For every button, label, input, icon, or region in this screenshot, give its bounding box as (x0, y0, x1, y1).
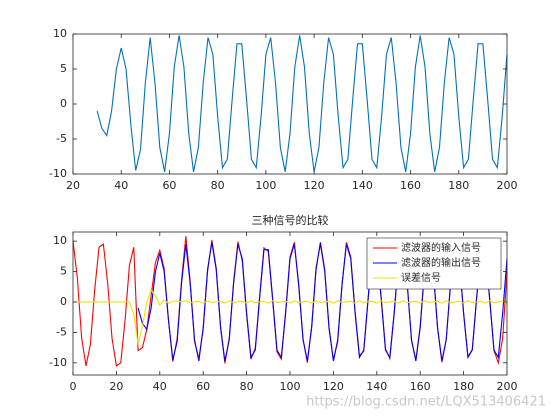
x-tick-label: 180 (453, 380, 474, 393)
x-tick-label: 40 (114, 179, 128, 192)
x-tick-label: 160 (410, 380, 431, 393)
chart-title: 三种信号的比较 (252, 213, 329, 227)
legend-label: 误差信号 (401, 271, 441, 284)
series-line (73, 288, 508, 345)
x-tick-label: 200 (497, 380, 518, 393)
x-tick-label: 180 (448, 179, 469, 192)
y-tick-label: -10 (49, 356, 67, 369)
x-tick-label: 20 (109, 380, 123, 393)
y-tick-label: -10 (49, 167, 67, 180)
x-tick-label: 200 (497, 179, 518, 192)
x-tick-label: 0 (70, 380, 77, 393)
x-tick-label: 100 (255, 179, 276, 192)
y-tick-label: 0 (60, 295, 67, 308)
x-tick-label: 160 (400, 179, 421, 192)
x-tick-label: 80 (240, 380, 254, 393)
legend-label: 滤波器的输出信号 (401, 256, 481, 269)
x-tick-label: 80 (211, 179, 225, 192)
x-tick-label: 140 (366, 380, 387, 393)
y-tick-label: 10 (53, 27, 67, 40)
watermark: https://blog.csdn.net/LQX513406421 (306, 395, 546, 410)
y-tick-label: 0 (60, 97, 67, 110)
y-tick-label: 10 (53, 234, 67, 247)
x-tick-label: 120 (304, 179, 325, 192)
x-tick-label: 20 (66, 179, 80, 192)
x-tick-label: 100 (280, 380, 301, 393)
x-tick-label: 140 (352, 179, 373, 192)
y-tick-label: -5 (56, 325, 67, 338)
y-tick-label: 5 (60, 265, 67, 278)
x-tick-label: 60 (196, 380, 210, 393)
x-tick-label: 120 (323, 380, 344, 393)
y-tick-label: 5 (60, 62, 67, 75)
x-tick-label: 60 (162, 179, 176, 192)
legend-label: 滤波器的输入信号 (401, 241, 481, 254)
y-tick-label: -5 (56, 132, 67, 145)
series-line (137, 242, 508, 362)
series-line (96, 35, 508, 173)
x-tick-label: 40 (153, 380, 167, 393)
axes-background (73, 34, 507, 174)
